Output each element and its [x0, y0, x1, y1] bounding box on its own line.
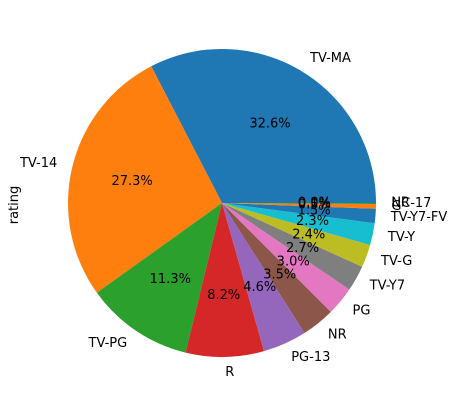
slice-label-nc-17: NC-17: [391, 196, 431, 211]
pie-slice-tv-pg: [96, 203, 222, 353]
pie-slice-tv-y7-fv: [222, 203, 376, 224]
percent-label-nr: 3.5%: [263, 268, 296, 283]
slice-label-tv-y7: TV-Y7: [369, 279, 405, 294]
percent-label-tv-g: 2.4%: [292, 227, 325, 242]
pie-slice-tv-14: [68, 66, 222, 293]
percent-label-nc-17: 0.1%: [298, 196, 331, 211]
slice-label-tv-y: TV-Y: [387, 230, 415, 245]
pie-slice-tv-ma: [151, 49, 376, 204]
percent-label-g: 0.5%: [298, 198, 331, 213]
slice-label-pg: PG: [353, 303, 371, 318]
percent-label-pg: 3.0%: [277, 254, 310, 269]
slice-label-pg-13: PG-13: [291, 350, 330, 365]
pie-slices: [68, 49, 377, 357]
slice-labels: TV-MA TV-14 TV-PG R PG-13 NR PG TV-Y7 TV-G TV-Y TV…: [19, 51, 447, 380]
percent-label-pg-13: 4.6%: [243, 280, 276, 295]
percent-label-tv-ma: 32.6%: [249, 117, 290, 132]
pie-slice-g: [222, 203, 376, 209]
percent-label-tv-y7: 2.7%: [286, 241, 319, 256]
percent-label-tv-y: 2.3%: [296, 214, 329, 229]
pie-slice-nc-17: [222, 203, 377, 204]
pie-slice-r: [185, 203, 265, 357]
slice-label-g: G: [391, 199, 401, 214]
pie-slice-tv-y7: [222, 203, 363, 290]
percent-label-r: 8.2%: [207, 288, 240, 303]
slice-label-r: R: [225, 365, 234, 380]
slice-label-nr: NR: [328, 328, 347, 343]
slice-label-tv-14: TV-14: [19, 156, 57, 171]
percent-label-ur: 0.0%: [298, 196, 331, 211]
slice-label-tv-ma: TV-MA: [309, 51, 351, 66]
percent-label-tv-14: 27.3%: [111, 174, 152, 189]
slice-label-tv-g: TV-G: [380, 254, 412, 269]
slice-label-tv-y7-fv: TV-Y7-FV: [390, 210, 448, 225]
percent-label-tv-pg: 11.3%: [150, 272, 191, 287]
pie-slice-tv-g: [222, 203, 371, 267]
pie-slice-tv-y: [222, 203, 375, 246]
pie-slice-nr: [222, 203, 331, 334]
percent-label-tv-y7-fv: 1.5%: [298, 203, 331, 218]
pie-slice-pg-13: [222, 203, 305, 352]
slice-label-tv-pg: TV-PG: [88, 336, 128, 351]
percent-labels: 32.6% 27.3% 11.3% 8.2%4.6%3.5%3.0%2.7%2.4%2…: [111, 117, 330, 303]
y-axis-label: rating: [7, 186, 22, 225]
pie-slice-pg: [222, 203, 350, 312]
slice-label-ur: UR: [391, 196, 410, 211]
